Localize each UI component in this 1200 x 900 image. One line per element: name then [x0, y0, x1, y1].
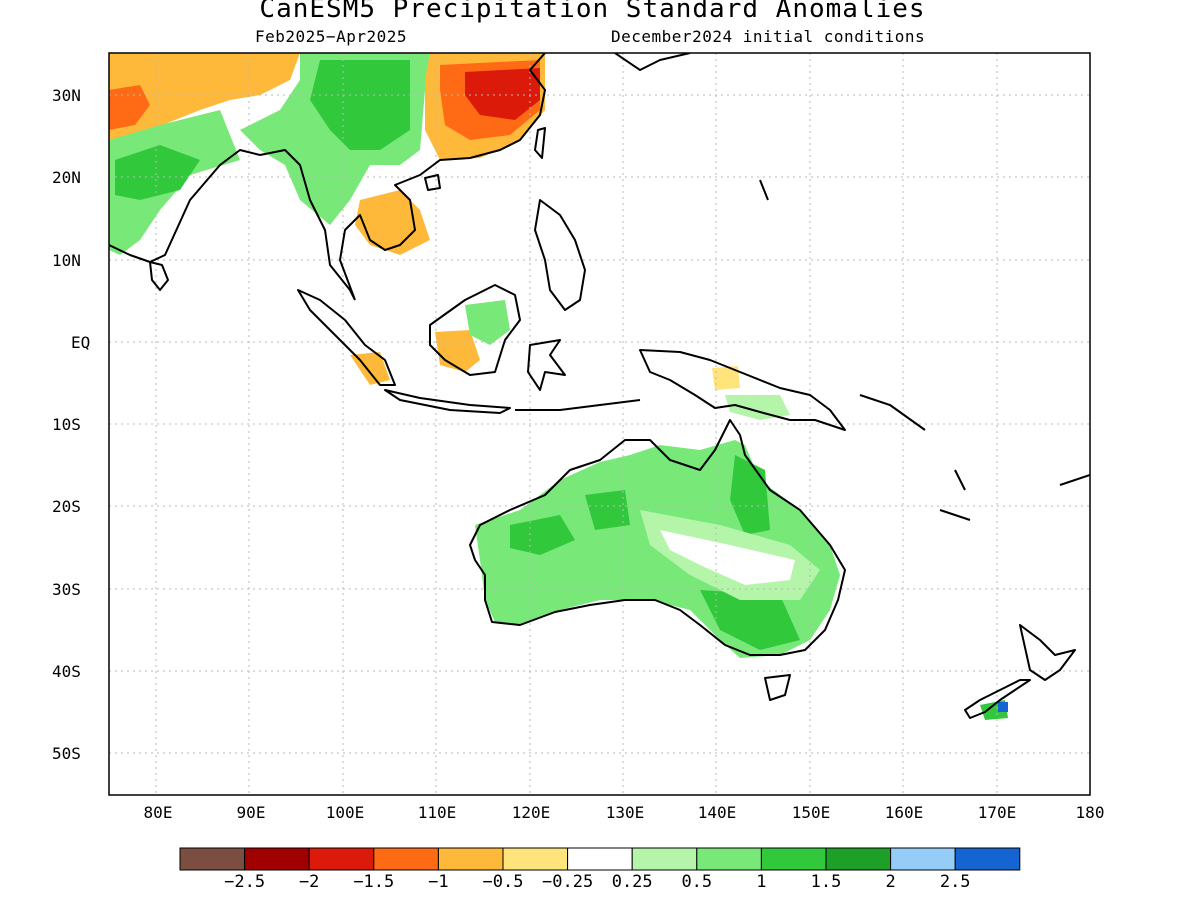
- anomaly-south-china-dry-strong: [465, 68, 540, 120]
- lon-label-160e: 160E: [884, 803, 924, 822]
- colorbar-label-9: 1.5: [810, 872, 842, 892]
- coastline-new-guinea: [639, 349, 846, 431]
- grid-lines: [109, 53, 1090, 795]
- anomaly-png-wet: [725, 395, 790, 420]
- coastline-sri-lanka: [149, 261, 169, 291]
- colorbar-swatch-4: [437, 847, 504, 871]
- lon-label-120e: 120E: [511, 803, 551, 822]
- coastline-taiwan: [534, 127, 546, 159]
- lat-label-30s: 30S: [52, 580, 81, 599]
- coastline-nz-south: [964, 679, 1031, 719]
- lon-label-170e: 170E: [977, 803, 1017, 822]
- coastline-solomon-islands: [859, 394, 926, 431]
- anomaly-australia-wet-strong-center: [585, 490, 630, 530]
- lat-label-10n: 10N: [52, 251, 81, 270]
- lat-label-eq: EQ: [71, 333, 91, 352]
- coastline-hainan: [424, 174, 441, 191]
- coastline-japan: [614, 53, 691, 71]
- colorbar-label-3: −1: [428, 872, 449, 892]
- anomaly-fields: [109, 53, 1008, 720]
- colorbar-label-6: 0.25: [611, 872, 653, 892]
- colorbar-swatch-9: [760, 847, 827, 871]
- colorbar-swatch-8: [696, 847, 762, 871]
- coastline-mainland-asia: [259, 53, 546, 301]
- anomaly-nz-very-wet: [998, 702, 1008, 712]
- lat-label-10s: 10S: [52, 415, 81, 434]
- lon-label-110e: 110E: [417, 803, 457, 822]
- map-frame-bg: [109, 53, 1090, 795]
- colorbar-swatch-7: [631, 847, 698, 871]
- colorbar-swatch-5: [502, 847, 569, 871]
- colorbar-label-5: −0.25: [542, 872, 594, 892]
- colorbar-label-0: −2.5: [224, 872, 266, 892]
- lon-label-90e: 90E: [236, 803, 266, 822]
- lon-label-130e: 130E: [605, 803, 645, 822]
- initial-conditions: December2024 initial conditions: [611, 27, 926, 46]
- anomaly-tibet-wet-strong: [310, 60, 410, 150]
- colorbar-label-4: −0.5: [482, 872, 524, 892]
- colorbar-swatch-10: [825, 847, 892, 871]
- colorbar-swatch-6: [567, 847, 633, 871]
- lat-label-20s: 20S: [52, 497, 81, 516]
- colorbar-swatch-0: [179, 847, 246, 871]
- anomaly-australia-wet-strong-south: [700, 590, 800, 650]
- anomaly-png-dry: [712, 366, 740, 390]
- colorbar-label-8: 1: [756, 872, 767, 892]
- colorbar-swatch-3: [373, 847, 439, 871]
- colorbar-swatch-11: [890, 847, 956, 871]
- coastline-borneo: [429, 284, 521, 376]
- colorbar-label-2: −1.5: [353, 872, 395, 892]
- lat-label-40s: 40S: [52, 662, 81, 681]
- coastline-philippines: [534, 199, 586, 311]
- coastline-india: [109, 149, 261, 263]
- coastline-nz-north: [1019, 624, 1076, 681]
- forecast-period: Feb2025−Apr2025: [255, 27, 407, 46]
- lat-label-20n: 20N: [52, 168, 81, 187]
- lon-label-80e: 80E: [143, 803, 173, 822]
- colorbar: [179, 847, 1021, 871]
- coastline-pacific-islands: [759, 179, 1090, 521]
- colorbar-label-1: −2: [298, 872, 320, 892]
- lon-label-100e: 100E: [325, 803, 365, 822]
- colorbar-swatch-1: [244, 847, 310, 871]
- anomaly-north-india-dry: [109, 53, 300, 140]
- coastline-sulawesi: [527, 339, 566, 391]
- anomaly-australia-wet-strong-west: [510, 515, 575, 555]
- map-title: CanESM5 Precipitation Standard Anomalies: [259, 0, 926, 24]
- coastlines: [109, 53, 1090, 719]
- coastline-tasmania: [764, 674, 791, 701]
- colorbar-label-11: 2.5: [939, 872, 971, 892]
- anomaly-north-india-dry-strong: [109, 85, 150, 130]
- lat-label-30n: 30N: [52, 86, 81, 105]
- anomaly-australia-neutral-center: [660, 530, 795, 585]
- colorbar-swatch-12: [954, 847, 1021, 871]
- colorbar-label-10: 2: [885, 872, 896, 892]
- colorbar-label-7: 0.5: [681, 872, 713, 892]
- coastline-lesser-sunda: [515, 399, 641, 411]
- colorbar-swatch-2: [308, 847, 375, 871]
- coastline-java: [384, 389, 511, 414]
- map-border: [108, 52, 1091, 796]
- lon-label-180: 180: [1075, 803, 1105, 822]
- coastline-sumatra: [297, 289, 396, 386]
- lon-label-150e: 150E: [791, 803, 831, 822]
- anomaly-india-wet-strong: [115, 145, 200, 200]
- lon-label-140e: 140E: [697, 803, 737, 822]
- lat-label-50s: 50S: [52, 744, 81, 763]
- anomaly-borneo-wet: [465, 300, 510, 345]
- coastline-australia: [469, 419, 846, 656]
